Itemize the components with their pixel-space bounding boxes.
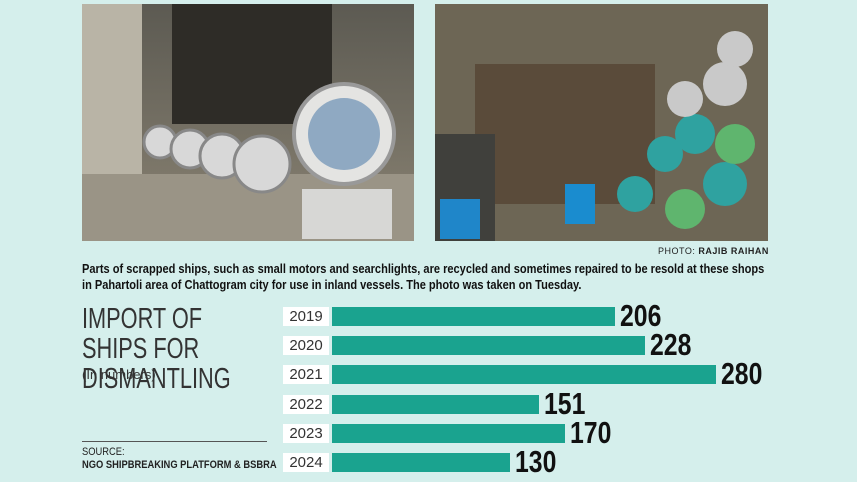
bar — [332, 423, 566, 443]
year-label: 2022 — [283, 394, 329, 414]
value-label: 151 — [544, 385, 586, 421]
bar — [332, 394, 540, 414]
credit-name: RAJIB RAIHAN — [698, 246, 769, 256]
value-label: 228 — [649, 327, 692, 363]
year-label: 2020 — [283, 336, 329, 356]
year-label: 2023 — [283, 423, 329, 443]
photo-motor-shop — [435, 4, 768, 241]
value-label: 170 — [570, 414, 612, 450]
chart-title: IMPORT OF SHIPS FOR DISMANTLING — [82, 303, 231, 395]
credit-label: PHOTO: — [658, 246, 696, 256]
photo-credit: PHOTO: RAJIB RAIHAN — [658, 246, 769, 256]
bar — [332, 336, 645, 356]
bar — [332, 453, 511, 472]
caption: Parts of scrapped ships, such as small m… — [82, 261, 765, 292]
year-label: 2024 — [283, 453, 329, 472]
year-label: 2021 — [283, 365, 329, 385]
source: NGO SHIPBREAKING PLATFORM & BSBRA — [82, 459, 277, 471]
value-label: 280 — [721, 356, 763, 392]
source-rule — [82, 441, 267, 442]
bar — [332, 365, 716, 385]
bar — [332, 307, 615, 326]
chart-subtitle: (In numbers) — [82, 367, 156, 382]
year-label: 2019 — [283, 307, 329, 326]
value-label: 130 — [515, 444, 557, 479]
source-label: SOURCE: — [82, 446, 125, 458]
value-label: 206 — [619, 298, 661, 333]
photo-searchlights — [82, 4, 414, 241]
